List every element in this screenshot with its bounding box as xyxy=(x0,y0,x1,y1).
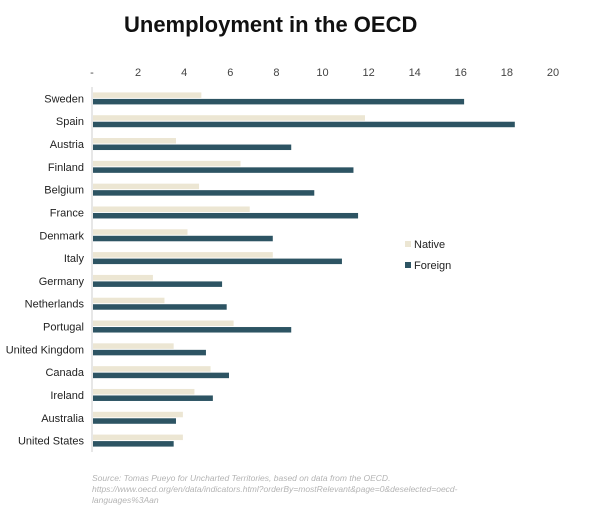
category-label: France xyxy=(50,207,84,219)
bar-foreign xyxy=(93,167,354,173)
legend-label: Foreign xyxy=(414,260,451,272)
legend-label: Native xyxy=(414,239,445,251)
bar-foreign xyxy=(93,441,174,447)
bar-native xyxy=(93,252,273,258)
bar-foreign xyxy=(93,395,213,401)
category-label: Austria xyxy=(50,139,85,151)
bar-native xyxy=(93,160,241,167)
bar-foreign xyxy=(93,281,223,287)
x-tick-label: 2 xyxy=(135,67,141,79)
bar-foreign xyxy=(93,349,206,356)
category-label: United Kingdom xyxy=(6,344,84,356)
bar-native xyxy=(93,343,174,349)
bar-foreign xyxy=(93,98,465,105)
category-label: Germany xyxy=(39,276,85,288)
bar-foreign xyxy=(93,121,515,128)
x-tick-label: 8 xyxy=(273,67,279,79)
category-label: Italy xyxy=(64,253,85,265)
legend-swatch xyxy=(405,262,411,268)
category-label: Canada xyxy=(45,367,84,379)
bar-foreign xyxy=(93,235,273,242)
bar-foreign xyxy=(93,418,176,424)
bar-foreign xyxy=(93,304,227,310)
bar-foreign xyxy=(93,258,342,265)
x-tick-label: 4 xyxy=(181,67,187,79)
category-label: Australia xyxy=(41,413,85,425)
x-tick-label: 14 xyxy=(409,67,421,79)
bar-foreign xyxy=(93,212,359,219)
bar-native xyxy=(93,206,250,212)
bar-native xyxy=(93,297,165,304)
x-tick-label: 10 xyxy=(316,67,328,79)
category-label: Spain xyxy=(56,116,84,128)
bar-foreign xyxy=(93,190,315,196)
category-label: Belgium xyxy=(44,185,84,197)
category-label: Sweden xyxy=(44,93,84,105)
bar-native xyxy=(93,92,202,98)
bar-native xyxy=(93,388,195,395)
x-tick-label: 20 xyxy=(547,67,559,79)
category-label: United States xyxy=(18,436,85,448)
bar-native xyxy=(93,115,365,121)
category-label: Netherlands xyxy=(25,299,85,311)
bar-foreign xyxy=(93,144,292,151)
x-tick-label: 16 xyxy=(455,67,467,79)
bar-native xyxy=(93,320,234,327)
x-tick-label: - xyxy=(90,67,94,79)
bar-native xyxy=(93,434,183,441)
bar-native xyxy=(93,411,183,418)
chart-title: Unemployment in the OECD xyxy=(124,12,418,37)
bar-native xyxy=(93,366,211,372)
bar-native xyxy=(93,229,188,235)
bar-native xyxy=(93,138,176,144)
category-label: Finland xyxy=(48,162,84,174)
x-tick-label: 12 xyxy=(362,67,374,79)
x-tick-label: 6 xyxy=(227,67,233,79)
legend-swatch xyxy=(405,241,411,247)
source-note: Source: Tomas Pueyo for Uncharted Territ… xyxy=(92,473,458,505)
category-label: Portugal xyxy=(43,322,84,334)
bar-native xyxy=(93,183,200,190)
bar-foreign xyxy=(93,327,292,333)
x-tick-label: 18 xyxy=(501,67,513,79)
bar-native xyxy=(93,274,153,281)
category-label: Denmark xyxy=(39,230,84,242)
bar-foreign xyxy=(93,372,229,379)
category-label: Ireland xyxy=(50,390,84,402)
